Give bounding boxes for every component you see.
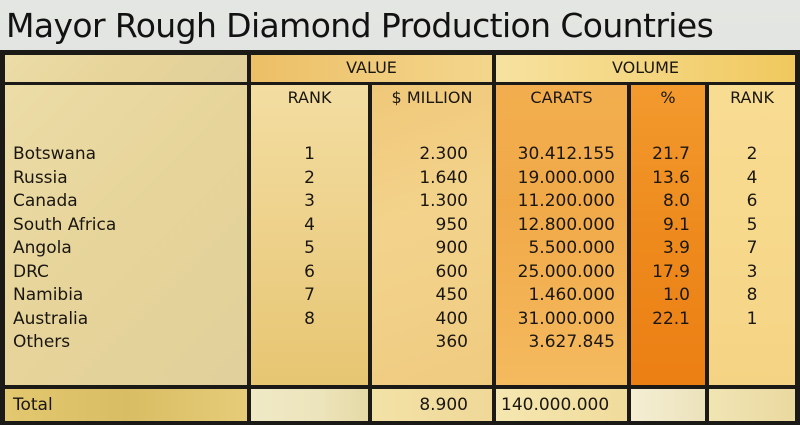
cell-carats: 19.000.000 <box>517 167 615 188</box>
country-column: Botswana Russia Canada South Africa Angola DR… <box>5 85 247 385</box>
cell-million: 950 <box>435 214 468 235</box>
cell-volume-rank: 6 <box>746 191 758 211</box>
value-rank-header: RANK <box>287 88 332 107</box>
cell-million: 600 <box>435 261 468 282</box>
volume-rank-header: RANK <box>730 88 774 107</box>
diamond-production-table: VALUE VOLUME Botswana Russia Canada South A… <box>0 50 800 425</box>
cell-country: Namibia <box>13 285 84 305</box>
cell-volume-rank: 2 <box>746 144 758 164</box>
cell-percent: 21.7 <box>652 144 690 164</box>
cell-country: Australia <box>13 308 89 329</box>
cell-percent: 9.1 <box>662 214 690 235</box>
cell-carats: 1.460.000 <box>528 285 615 305</box>
cell-volume-rank: 7 <box>746 238 758 258</box>
cell-carats: 3.627.845 <box>528 332 615 352</box>
cell-percent: 1.0 <box>662 285 690 305</box>
cell-country: Botswana <box>13 144 97 164</box>
cell-million: 900 <box>435 238 468 258</box>
cell-million: 450 <box>435 285 468 305</box>
cell-million: 360 <box>435 332 468 352</box>
cell-million: 1.300 <box>419 191 468 211</box>
total-label: Total <box>5 389 247 421</box>
percent-column: % 21.7 13.6 8.0 9.1 3.9 17.9 1.0 22.1 <box>631 85 705 385</box>
cell-volume-rank: 3 <box>746 261 758 282</box>
million-header: $ MILLION <box>391 88 473 107</box>
cell-carats: 30.412.155 <box>517 144 615 164</box>
cell-percent: 22.1 <box>652 308 690 329</box>
cell-value-rank: 5 <box>304 238 315 258</box>
cell-value-rank: 2 <box>304 167 315 188</box>
carats-column: CARATS 30.412.155 19.000.000 11.200.000 12.… <box>496 85 627 385</box>
cell-volume-rank: 8 <box>746 285 758 305</box>
cell-value-rank <box>251 331 368 355</box>
cell-percent: 8.0 <box>662 191 690 211</box>
cell-percent: 3.9 <box>662 238 690 258</box>
cell-value-rank: 6 <box>304 261 315 282</box>
carats-header: CARATS <box>530 88 593 107</box>
cell-carats: 12.800.000 <box>517 214 615 235</box>
total-carats: 140.000.000 <box>496 389 627 421</box>
cell-carats: 25.000.000 <box>517 261 615 282</box>
cell-country: South Africa <box>13 214 117 235</box>
cell-percent <box>631 331 705 355</box>
cell-value-rank: 3 <box>304 191 315 211</box>
volume-group-header: VOLUME <box>496 55 795 82</box>
total-value-rank <box>251 389 368 421</box>
volume-rank-column: RANK 2 4 6 5 7 3 8 1 <box>709 85 795 385</box>
cell-country: Russia <box>13 167 68 188</box>
percent-header: % <box>660 88 676 107</box>
cell-value-rank: 4 <box>304 214 315 235</box>
cell-carats: 5.500.000 <box>528 238 615 258</box>
cell-percent: 13.6 <box>652 167 690 188</box>
total-million: 8.900 <box>372 389 492 421</box>
page-title: Mayor Rough Diamond Production Countries <box>6 6 714 45</box>
cell-country: Angola <box>13 238 72 258</box>
total-volume-rank <box>709 389 795 421</box>
million-column: $ MILLION 2.300 1.640 1.300 950 900 600 450 400… <box>372 85 492 385</box>
cell-value-rank: 7 <box>304 285 315 305</box>
cell-volume-rank <box>709 331 795 355</box>
cell-percent: 17.9 <box>652 261 690 282</box>
cell-million: 2.300 <box>419 144 468 164</box>
cell-country: Canada <box>13 191 78 211</box>
cell-volume-rank: 5 <box>746 214 758 235</box>
cell-value-rank: 1 <box>304 144 315 164</box>
value-rank-column: RANK 1 2 3 4 5 6 7 8 <box>251 85 368 385</box>
cell-carats: 31.000.000 <box>517 308 615 329</box>
cell-volume-rank: 4 <box>746 167 758 188</box>
value-group-header: VALUE <box>251 55 492 82</box>
cell-carats: 11.200.000 <box>517 191 615 211</box>
cell-value-rank: 8 <box>304 308 315 329</box>
cell-million: 1.640 <box>419 167 468 188</box>
header-blank-cell <box>5 55 247 82</box>
total-percent <box>631 389 705 421</box>
cell-country: Others <box>13 332 71 352</box>
cell-country: DRC <box>13 261 49 282</box>
cell-million: 400 <box>435 308 468 329</box>
cell-volume-rank: 1 <box>746 308 758 329</box>
